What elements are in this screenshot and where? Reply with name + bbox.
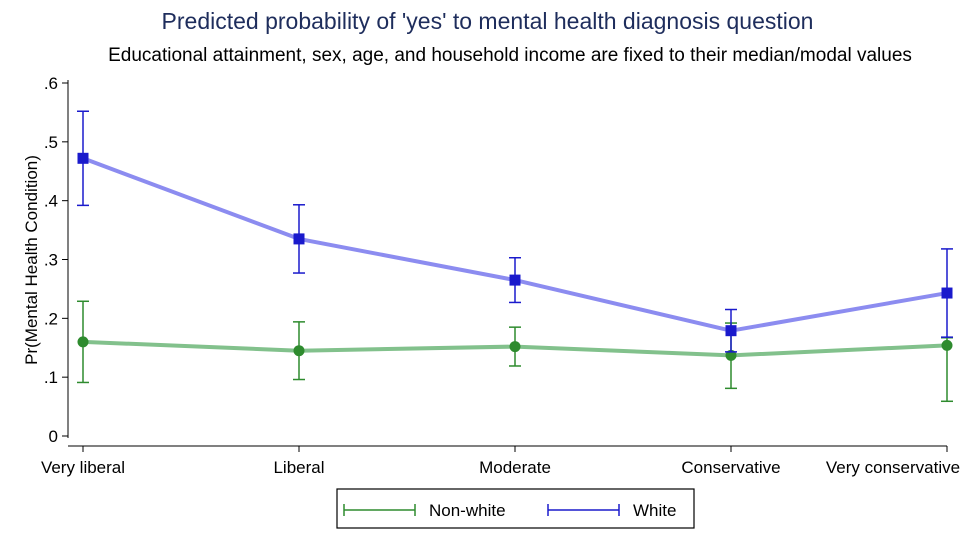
- white-point: [509, 274, 521, 286]
- legend-box: [336, 488, 695, 529]
- white-point: [77, 152, 89, 164]
- non-white-point: [509, 341, 521, 353]
- x-tick-label: Liberal: [273, 458, 324, 477]
- x-tick-label: Very liberal: [41, 458, 125, 477]
- x-tick-label: Moderate: [479, 458, 551, 477]
- chart-title: Predicted probability of 'yes' to mental…: [161, 8, 814, 34]
- y-tick-label: 0: [49, 427, 58, 446]
- chart-subtitle: Educational attainment, sex, age, and ho…: [108, 45, 912, 66]
- non-white-point: [293, 345, 305, 357]
- non-white-legend-label: Non-white: [429, 501, 506, 520]
- plot-area: [77, 110, 953, 403]
- y-tick-label: .2: [44, 309, 58, 328]
- x-tick-label: Very conservative: [826, 458, 960, 477]
- white-point: [725, 325, 737, 337]
- x-tick-label: Conservative: [681, 458, 780, 477]
- non-white-point: [77, 336, 89, 348]
- y-tick-label: .3: [44, 251, 58, 270]
- y-tick-label: .4: [44, 192, 58, 211]
- non-white-point: [725, 349, 737, 361]
- y-tick-label: .6: [44, 74, 58, 93]
- white-legend-label: White: [633, 501, 676, 520]
- axes: 0 .1 .2 .3 .4 .5 .6 Very liberal Liberal Moderate…: [41, 74, 960, 477]
- non-white-point: [941, 339, 953, 351]
- white-point: [293, 233, 305, 245]
- white-series-line: [82, 156, 948, 333]
- legend: Non-white White: [336, 488, 695, 529]
- y-axis-label: Pr(Mental Health Condition): [22, 155, 41, 365]
- white-point: [941, 287, 953, 299]
- y-tick-label: .5: [44, 133, 58, 152]
- y-tick-label: .1: [44, 368, 58, 387]
